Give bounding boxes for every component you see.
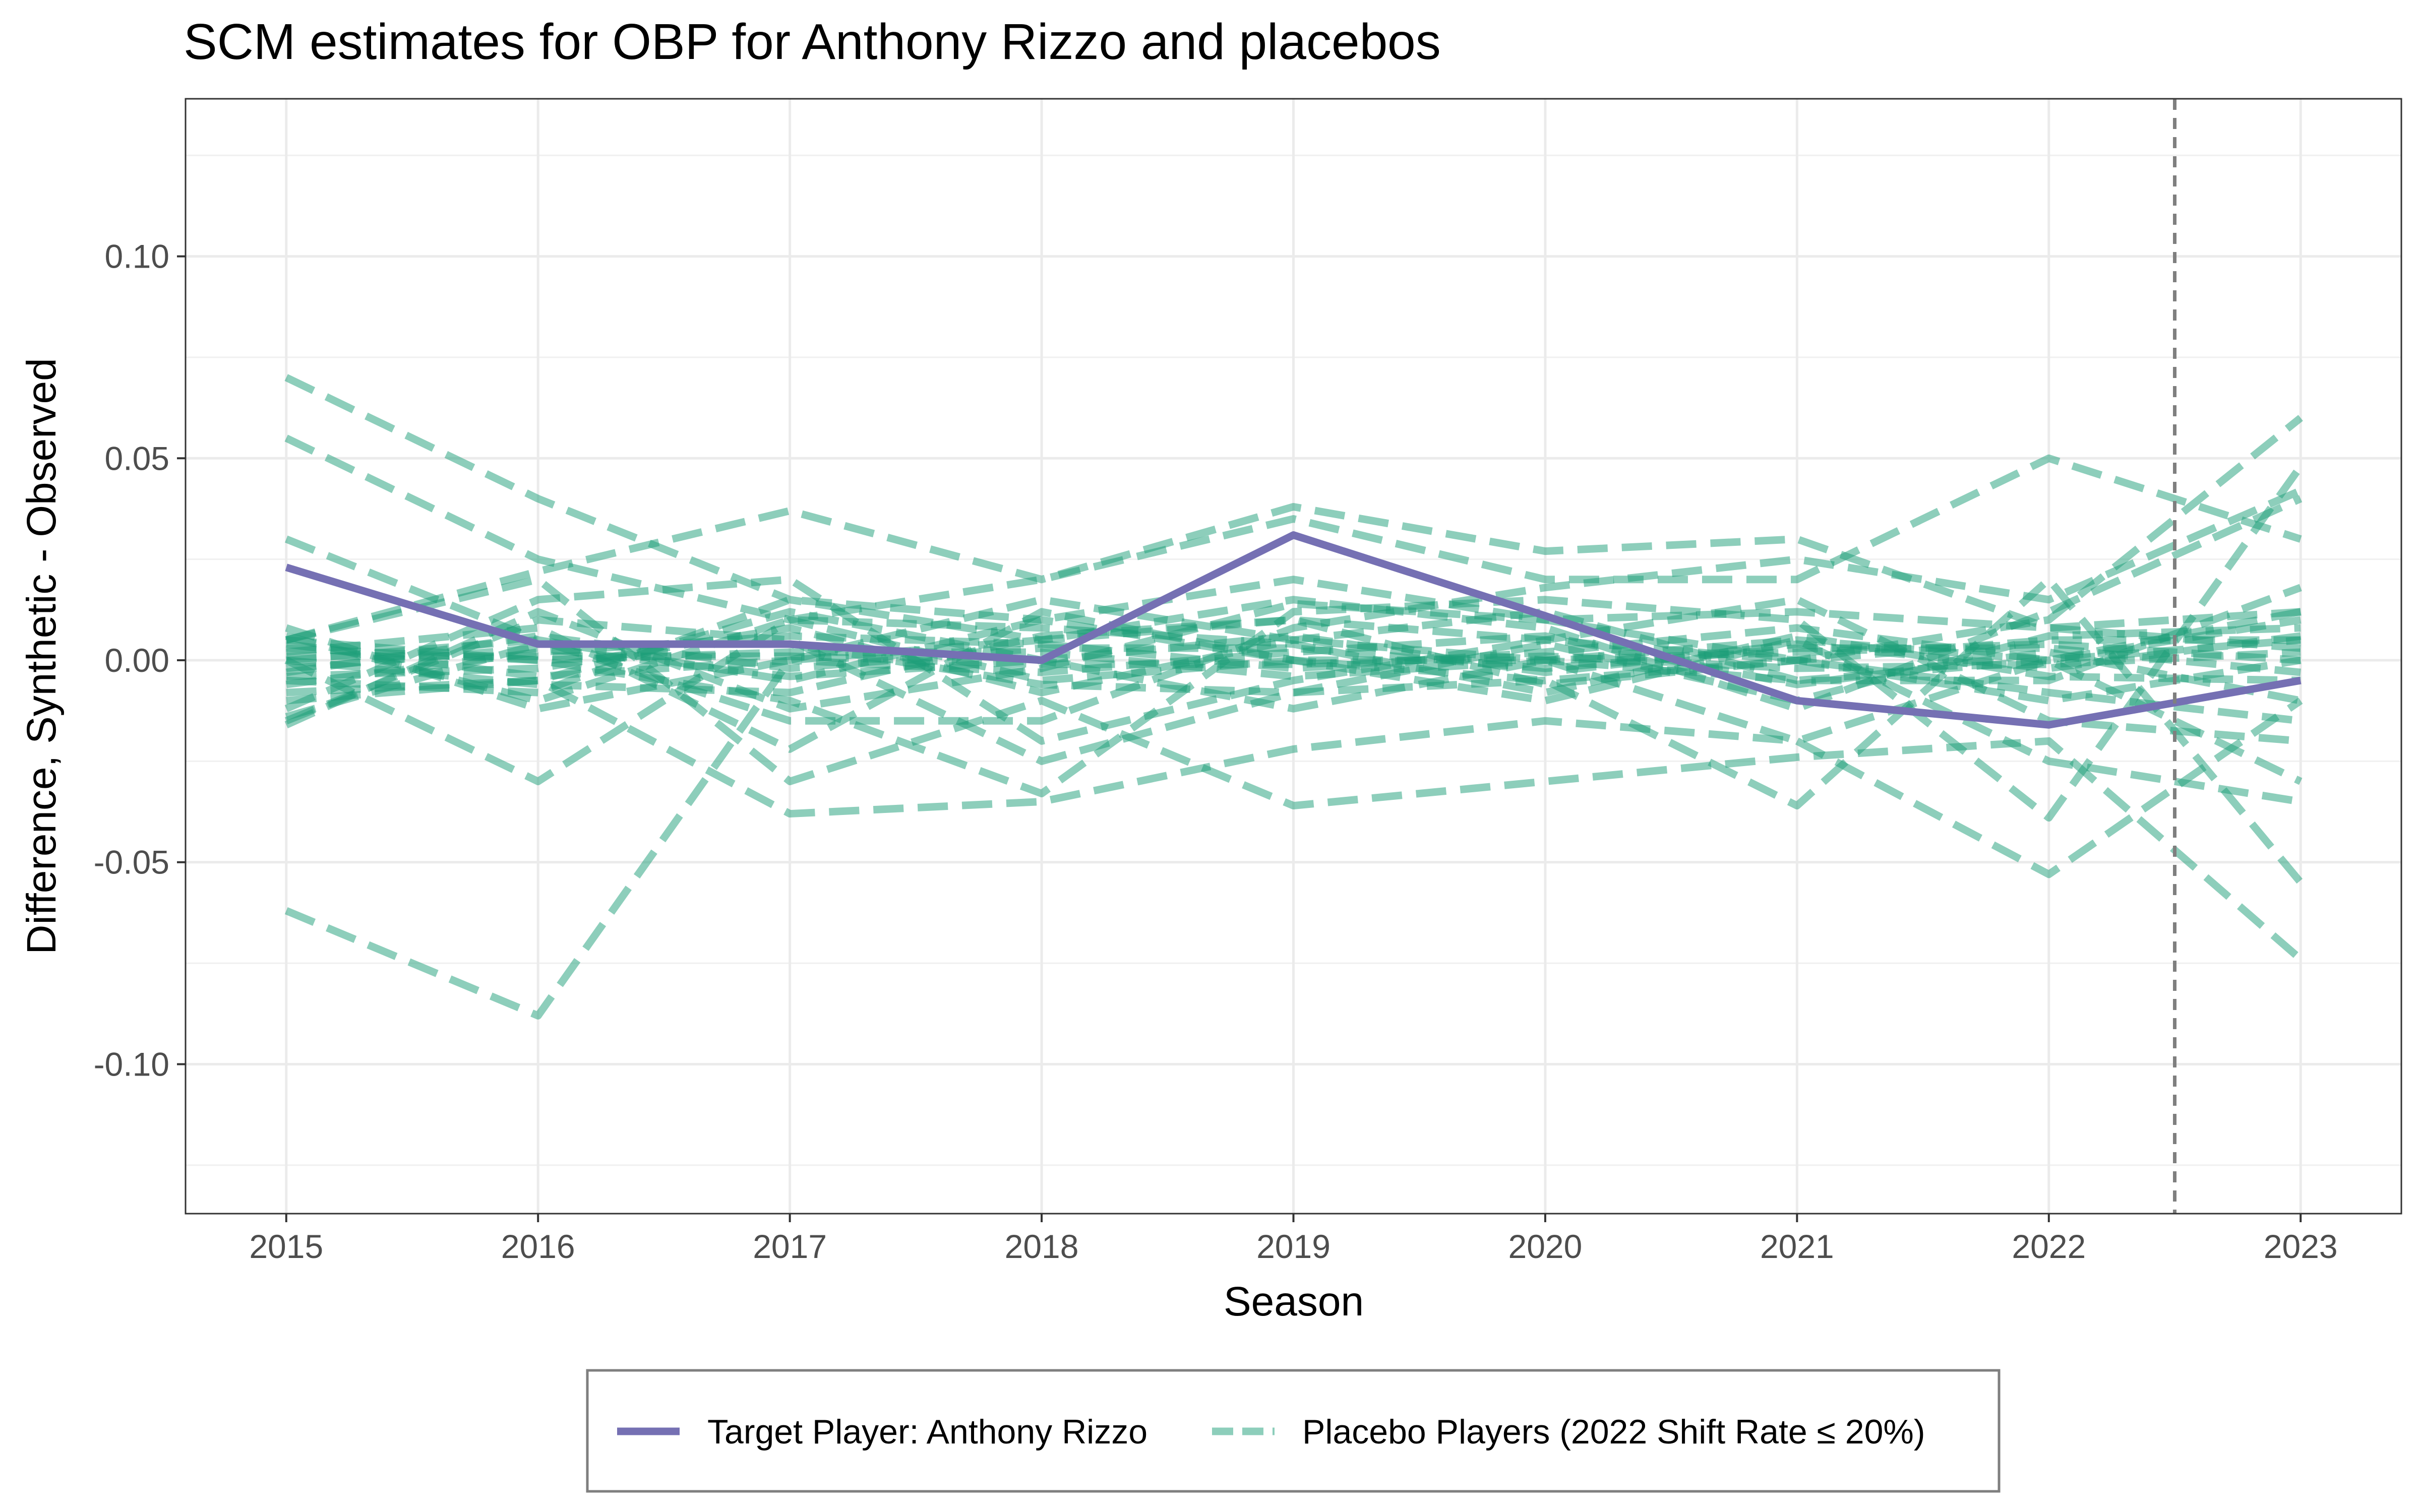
- plot-area: [185, 98, 2402, 1215]
- placebo-line-placebo-9: [284, 415, 2303, 765]
- y-tick-label: 0.10: [105, 238, 169, 275]
- x-tick-label: 2016: [501, 1228, 575, 1265]
- y-tick-label: -0.10: [94, 1045, 169, 1083]
- y-axis: -0.10 -0.05 0.00 0.05 0.10: [94, 238, 186, 1083]
- x-tick-label: 2017: [753, 1228, 827, 1265]
- chart-title: SCM estimates for OBP for Anthony Rizzo …: [184, 14, 1441, 70]
- placebo-line-placebo-12: [286, 487, 2303, 725]
- legend: Target Player: Anthony Rizzo Placebo Pla…: [586, 1369, 2001, 1493]
- legend-box: [586, 1369, 2001, 1493]
- x-tick-label: 2021: [1760, 1228, 1834, 1265]
- legend-placebo-label: Placebo Players (2022 Shift Rate ≤ 20%): [1302, 1413, 1925, 1451]
- placebo-line-placebo-16: [286, 608, 2302, 805]
- y-tick-label: 0.00: [105, 642, 169, 679]
- placebo-line-placebo-5: [285, 502, 2301, 644]
- placebo-line-placebo-22: [286, 616, 2302, 725]
- placebo-line-placebo-6: [284, 454, 2302, 785]
- placebo-line-placebo-24: [285, 616, 2301, 705]
- x-tick-label: 2023: [2264, 1228, 2338, 1265]
- placebo-line-placebo-7: [286, 676, 2303, 878]
- placebo-line-placebo-14: [285, 495, 2303, 713]
- x-tick-label: 2020: [1508, 1228, 1583, 1265]
- x-axis-title: Season: [1224, 1279, 1364, 1325]
- y-tick-label: 0.05: [105, 439, 169, 477]
- y-tick-label: -0.05: [94, 844, 169, 881]
- legend-target-label: Target Player: Anthony Rizzo: [707, 1413, 1147, 1451]
- target-line-anthony-rizzo: [285, 531, 2302, 729]
- x-tick-label: 2015: [249, 1228, 323, 1265]
- x-axis: 2015 2016 2017 2018 2019 2020 2021 2022 2023: [249, 1214, 2338, 1265]
- placebo-line-placebo-26: [286, 648, 2301, 672]
- y-axis-title: Difference, Synthetic - Observed: [19, 358, 65, 954]
- x-tick-label: 2022: [2012, 1228, 2086, 1265]
- x-tick-label: 2019: [1256, 1228, 1330, 1265]
- placebo-series: [284, 374, 2304, 1020]
- placebo-line-placebo-23: [285, 624, 2301, 721]
- placebo-line-placebo-1: [284, 374, 2301, 664]
- x-tick-label: 2018: [1005, 1228, 1079, 1265]
- target-series: [285, 531, 2302, 729]
